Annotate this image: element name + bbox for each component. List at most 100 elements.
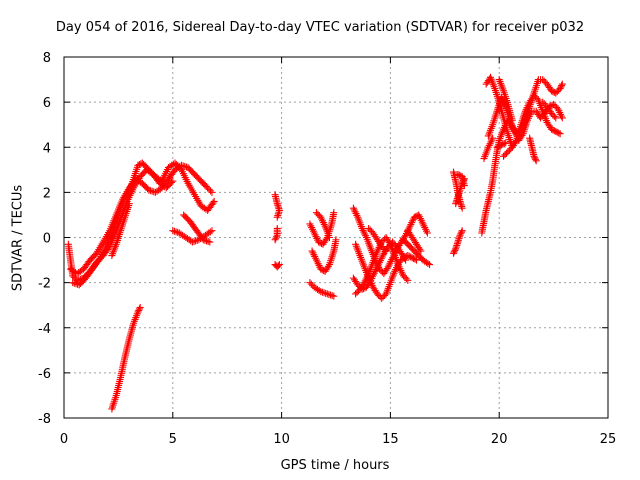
data-point <box>531 154 539 162</box>
data-point <box>271 236 279 244</box>
data-point <box>385 239 393 247</box>
data-point <box>169 177 177 185</box>
data-point <box>497 141 505 149</box>
data-point <box>508 143 516 151</box>
y-tick-label: 8 <box>43 51 51 66</box>
data-point <box>408 254 416 262</box>
data-point <box>402 256 410 264</box>
data-point <box>365 224 373 232</box>
x-tick-label: 25 <box>600 432 617 447</box>
data-point <box>558 82 566 90</box>
data-point <box>413 256 421 264</box>
data-point <box>547 125 555 133</box>
y-tick-label: 4 <box>43 141 51 156</box>
data-point <box>325 234 333 241</box>
data-point <box>353 288 361 296</box>
data-point <box>556 130 564 138</box>
data-point <box>416 245 424 253</box>
y-tick-label: -4 <box>38 322 51 337</box>
data-point <box>404 276 412 284</box>
data-point <box>379 293 387 301</box>
data-point <box>538 112 546 120</box>
data-point <box>555 129 563 137</box>
data-point <box>314 210 322 218</box>
x-axis-label: GPS time / hours <box>280 458 390 473</box>
data-point <box>322 289 330 297</box>
data-point <box>209 199 217 207</box>
data-point <box>273 233 281 241</box>
data-point <box>322 235 330 243</box>
data-point <box>401 254 409 262</box>
data-point <box>496 142 504 150</box>
data-point <box>540 77 548 85</box>
data-point <box>505 146 513 154</box>
data-point <box>455 171 463 179</box>
data-point <box>530 152 538 160</box>
y-tick-label: 0 <box>43 232 51 247</box>
data-point <box>454 170 462 178</box>
data-point <box>352 290 360 298</box>
data-point <box>457 228 465 236</box>
data-point <box>558 114 566 122</box>
x-tick-label: 5 <box>169 432 177 447</box>
data-point <box>494 142 502 150</box>
axis-ticks: 0 5 10 15 20 25 -8 -6 -4 -2 0 2 4 6 8 <box>38 51 616 447</box>
data-point <box>548 101 556 109</box>
data-point <box>458 204 466 212</box>
data-point <box>315 238 323 246</box>
data-point <box>320 289 328 297</box>
data-point <box>500 152 508 160</box>
data-point <box>208 227 216 235</box>
data-point <box>190 237 198 245</box>
data-point <box>550 100 558 108</box>
data-point <box>550 127 558 135</box>
data-point <box>537 114 545 122</box>
data-point <box>206 238 214 246</box>
data-point <box>424 259 432 267</box>
data-point <box>306 279 314 287</box>
data-point <box>207 187 215 195</box>
data-point <box>323 290 331 298</box>
data-point <box>450 249 458 257</box>
data-point <box>275 261 283 269</box>
data-point <box>199 236 207 244</box>
data-point <box>508 116 516 124</box>
data-point <box>134 308 142 316</box>
data-point <box>457 230 465 238</box>
data-point <box>550 112 558 120</box>
data-point <box>382 247 390 255</box>
y-tick-label: -6 <box>38 367 51 382</box>
data-point <box>317 265 325 273</box>
data-point <box>150 188 158 196</box>
data-point <box>401 273 409 281</box>
data-point <box>366 226 374 234</box>
data-point <box>135 306 143 314</box>
data-point <box>181 162 189 170</box>
data-point <box>411 255 419 263</box>
data-point <box>426 261 434 269</box>
data-point <box>307 280 315 288</box>
data-point <box>204 237 212 245</box>
data-point <box>327 291 335 299</box>
data-point <box>125 200 133 208</box>
data-point <box>134 161 142 169</box>
data-point <box>539 76 547 84</box>
y-tick-label: 6 <box>43 96 51 111</box>
data-point <box>549 126 557 134</box>
data-point <box>530 91 538 99</box>
data-point <box>136 303 144 311</box>
data-point <box>324 262 332 270</box>
data-point <box>169 227 177 235</box>
data-point <box>318 288 326 296</box>
data-point <box>378 243 386 251</box>
data-point <box>558 80 566 88</box>
data-point <box>553 128 561 136</box>
data-point <box>330 292 338 300</box>
data-point <box>373 290 381 298</box>
data-point <box>552 114 560 122</box>
data-point <box>531 93 539 101</box>
data-points <box>64 73 566 413</box>
data-point <box>507 145 515 153</box>
data-point <box>274 262 282 270</box>
